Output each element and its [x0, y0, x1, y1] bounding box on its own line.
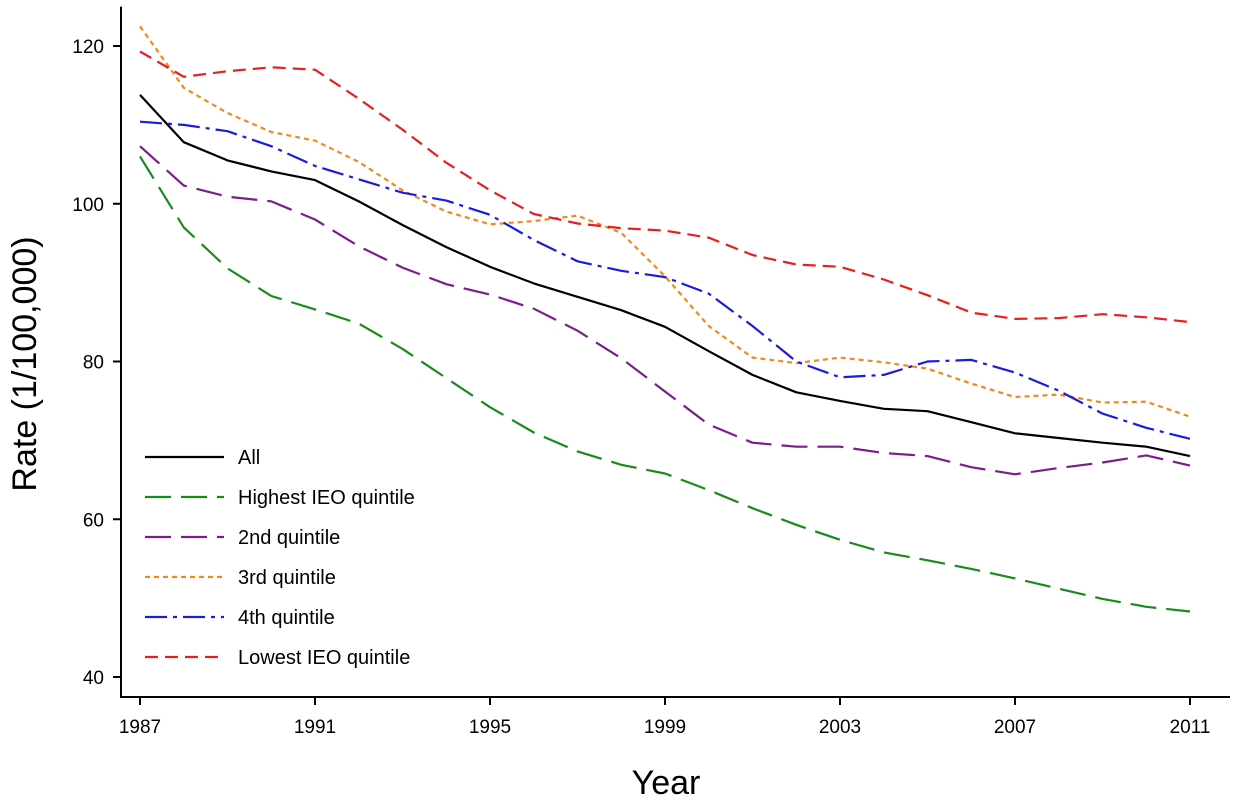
axes	[120, 6, 1230, 698]
y-axis-title: Rate (1/100,000)	[6, 236, 44, 491]
legend-label-3: 3rd quintile	[238, 567, 336, 589]
x-tick-label: 2007	[994, 717, 1036, 738]
legend-label-1: Highest IEO quintile	[238, 487, 415, 509]
series-line-4	[139, 120, 1191, 440]
series-line-5	[139, 50, 1191, 324]
legend-label-0: All	[238, 447, 260, 469]
x-tick-label: 2011	[1170, 717, 1211, 738]
series-line-0	[139, 94, 1191, 458]
x-axis-ticks: 1987 1991 1995 1999 2003 2007 2011	[119, 697, 1211, 738]
legend: All Highest IEO quintile 2nd quintile 3rd q…	[145, 447, 415, 669]
y-tick-label: 80	[83, 353, 104, 374]
x-tick-label: 2003	[819, 717, 861, 738]
y-tick-label: 60	[83, 510, 104, 531]
y-tick-label: 40	[83, 668, 104, 689]
series-line-1	[139, 155, 1191, 613]
x-axis-title: Year	[632, 764, 701, 802]
y-tick-label: 120	[72, 37, 104, 58]
x-tick-label: 1999	[644, 717, 686, 738]
x-tick-label: 1991	[294, 717, 336, 738]
series-lines	[139, 25, 1191, 613]
y-tick-label: 100	[72, 195, 104, 216]
x-tick-label: 1995	[469, 717, 511, 738]
x-tick-label: 1987	[119, 717, 161, 738]
legend-label-2: 2nd quintile	[238, 527, 340, 549]
series-line-3	[139, 25, 1191, 418]
legend-label-4: 4th quintile	[238, 607, 335, 629]
y-axis-ticks: 40 60 80 100 120	[72, 37, 121, 689]
legend-label-5: Lowest IEO quintile	[238, 647, 410, 669]
series-line-2	[139, 145, 1191, 476]
